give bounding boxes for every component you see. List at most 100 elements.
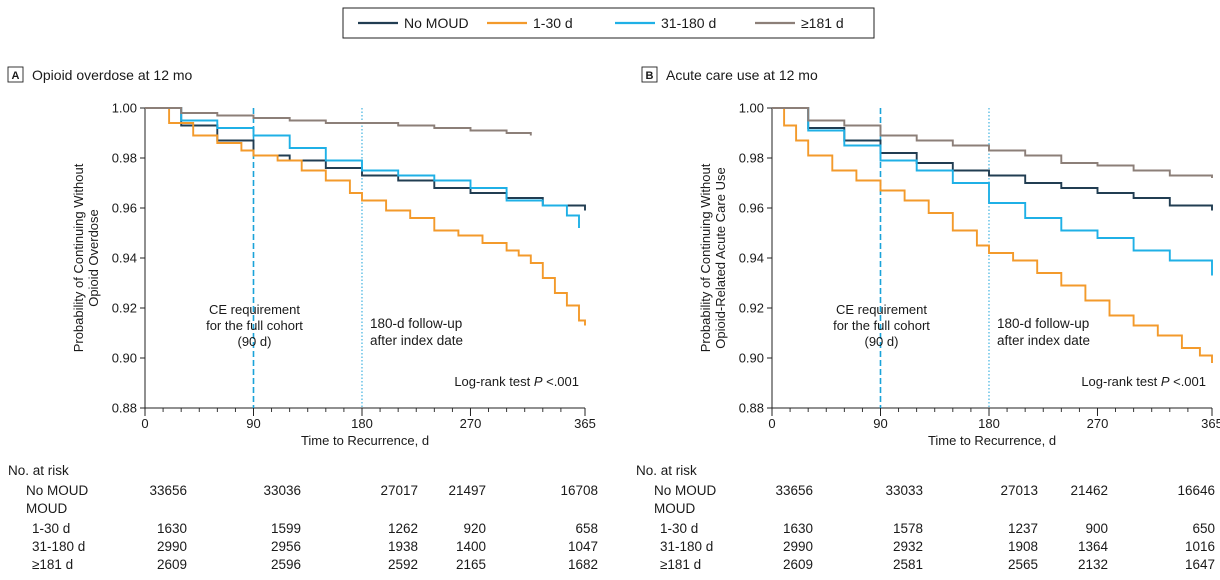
risk-value: 1047 (568, 539, 598, 554)
risk-value: 1016 (1185, 539, 1215, 554)
followup-annotation-line: after index date (997, 333, 1090, 348)
risk-value: 2132 (1078, 557, 1108, 572)
risk-value: 2932 (893, 539, 923, 554)
series-line-1-30-d (772, 107, 1213, 363)
legend: No MOUD 1-30 d 31-180 d ≥181 d (342, 7, 875, 39)
panel-letter-box (7, 66, 24, 83)
legend-label-31-180-d: 31-180 d (661, 15, 716, 31)
ce-annotation-line: CE requirement (836, 302, 927, 317)
risk-value: 2592 (388, 557, 418, 572)
risk-row-label-no-moud: No MOUD (654, 483, 717, 498)
y-axis-label: Probability of Continuing WithoutOpioid-… (698, 163, 728, 352)
risk-value: 2609 (157, 557, 187, 572)
risk-value: 21462 (1070, 483, 1108, 498)
followup-annotation: 180-d follow-up after index date (370, 316, 463, 348)
risk-table-group-label: MOUD (654, 501, 695, 516)
risk-value: 1647 (1185, 557, 1215, 572)
ce-annotation-line: for the full cohort (206, 318, 303, 333)
risk-table-group-label: MOUD (26, 501, 67, 516)
ce-requirement-annotation: CE requirement for the full cohort (90 d) (206, 302, 303, 349)
y-tick-label: 1.00 (112, 101, 137, 116)
risk-value: 2956 (271, 539, 301, 554)
y-tick-label: 0.88 (739, 401, 764, 416)
logrank-prefix: Log-rank test (454, 374, 534, 389)
x-axis-label: Time to Recurrence, d (928, 433, 1056, 448)
panel-letter: B (646, 70, 654, 82)
risk-row-label-31-180-d: 31-180 d (660, 539, 713, 554)
y-tick-label: 0.88 (112, 401, 137, 416)
x-tick-label: 365 (1201, 416, 1220, 431)
logrank-annotation: Log-rank test P <.001 (454, 374, 579, 389)
y-tick-label: 0.98 (112, 151, 137, 166)
risk-value: 1364 (1078, 539, 1109, 554)
risk-value: 2165 (456, 557, 486, 572)
ce-annotation-line: for the full cohort (833, 318, 930, 333)
risk-value: 1599 (271, 521, 301, 536)
series-line-ge-181-d (145, 107, 532, 136)
series-line-no-moud (772, 107, 1213, 211)
followup-annotation-line: after index date (370, 333, 463, 348)
risk-table-header: No. at risk (8, 463, 69, 478)
logrank-prefix: Log-rank test (1081, 374, 1161, 389)
series-line-31-180-d (145, 107, 580, 228)
legend-label-no-moud: No MOUD (404, 15, 469, 31)
panel-title: Opioid overdose at 12 mo (32, 67, 193, 83)
risk-value: 33656 (149, 483, 187, 498)
followup-annotation-line: 180-d follow-up (997, 316, 1089, 331)
risk-value: 1682 (568, 557, 598, 572)
followup-annotation: 180-d follow-up after index date (997, 316, 1090, 348)
risk-value: 27017 (380, 483, 418, 498)
risk-value: 1578 (893, 521, 923, 536)
risk-value: 1400 (456, 539, 486, 554)
ce-annotation-line: CE requirement (209, 302, 300, 317)
panel-title: Acute care use at 12 mo (666, 67, 818, 83)
risk-value: 1938 (388, 539, 418, 554)
y-tick-label: 0.94 (112, 251, 137, 266)
legend-label-1-30-d: 1-30 d (533, 15, 573, 31)
ce-annotation-line: (90 d) (865, 334, 899, 349)
x-tick-label: 0 (141, 416, 148, 431)
risk-value: 2581 (893, 557, 923, 572)
x-tick-label: 270 (460, 416, 482, 431)
risk-value: 650 (1192, 521, 1215, 536)
risk-row-label-ge-181-d: ≥181 d (660, 557, 701, 572)
x-axis-label: Time to Recurrence, d (301, 433, 429, 448)
risk-value: 658 (575, 521, 598, 536)
risk-value: 33656 (775, 483, 813, 498)
risk-value: 2990 (783, 539, 813, 554)
risk-value: 1262 (388, 521, 418, 536)
risk-row-label-1-30-d: 1-30 d (660, 521, 698, 536)
risk-value: 2596 (271, 557, 301, 572)
risk-value: 33033 (885, 483, 923, 498)
risk-row-label-31-180-d: 31-180 d (32, 539, 85, 554)
y-tick-label: 0.96 (739, 201, 764, 216)
risk-value: 1630 (783, 521, 813, 536)
x-tick-label: 180 (978, 416, 1000, 431)
risk-value: 1908 (1008, 539, 1038, 554)
panel-b: B Acute care use at 12 mo Probability of C… (636, 66, 1220, 572)
risk-value: 16646 (1177, 483, 1215, 498)
y-axis-label-line: Opioid Overdose (86, 209, 101, 307)
series-line-ge-181-d (772, 107, 1213, 178)
x-tick-label: 90 (246, 416, 260, 431)
y-axis-label-line: Opioid-Related Acute Care Use (713, 167, 728, 348)
panel-a: A Opioid overdose at 12 mo Probability of … (7, 66, 598, 572)
y-axis-label-line: Probability of Continuing Without (698, 163, 713, 352)
risk-row-label-no-moud: No MOUD (26, 483, 89, 498)
y-tick-label: 0.94 (739, 251, 764, 266)
risk-value: 900 (1085, 521, 1108, 536)
risk-row-label-ge-181-d: ≥181 d (32, 557, 73, 572)
risk-value: 2609 (783, 557, 813, 572)
risk-row-label-1-30-d: 1-30 d (32, 521, 70, 536)
x-tick-label: 90 (873, 416, 887, 431)
risk-value: 33036 (263, 483, 301, 498)
risk-table-header: No. at risk (636, 463, 697, 478)
risk-value: 16708 (560, 483, 598, 498)
logrank-annotation: Log-rank test P <.001 (1081, 374, 1206, 389)
ce-annotation-line: (90 d) (238, 334, 272, 349)
x-tick-label: 365 (574, 416, 596, 431)
y-tick-label: 0.92 (739, 301, 764, 316)
y-tick-label: 0.96 (112, 201, 137, 216)
risk-value: 2990 (157, 539, 187, 554)
